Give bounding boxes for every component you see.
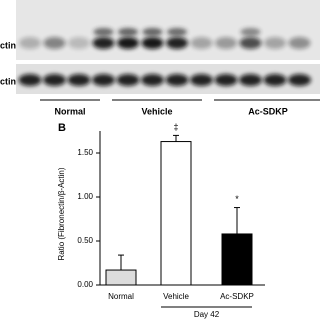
- blot-row-label: ctin: [0, 40, 16, 50]
- group-label: Normal: [54, 106, 85, 116]
- blot-band: [43, 37, 66, 49]
- blot-lanes: [18, 28, 311, 86]
- blot-band: [18, 74, 42, 86]
- blot-band: [166, 37, 188, 49]
- y-tick-label: 1.50: [77, 148, 93, 157]
- blot-band: [263, 74, 287, 86]
- blot-band: [92, 37, 115, 49]
- y-tick-label: 0.50: [77, 236, 93, 245]
- blot-band: [67, 74, 91, 86]
- group-label: Vehicle: [141, 106, 172, 116]
- blot-band: [215, 37, 237, 49]
- y-tick-label: 0.00: [77, 280, 93, 289]
- annotation: ‡: [173, 122, 178, 132]
- blot-band: [68, 37, 90, 49]
- blot-band: [240, 28, 261, 36]
- blot-band: [93, 28, 114, 36]
- blot-band: [117, 37, 139, 49]
- blot-band: [43, 74, 66, 86]
- blot-band: [239, 37, 262, 49]
- blot-band: [142, 28, 163, 36]
- annotation: *: [235, 194, 239, 204]
- panel-label: B: [58, 122, 66, 134]
- x-tick-label: Vehicle: [163, 292, 189, 301]
- blot-band: [239, 74, 262, 86]
- blot-band: [190, 37, 213, 49]
- blot-band: [19, 37, 41, 49]
- blot-row-label: ctin: [0, 76, 16, 86]
- bar: [221, 233, 253, 286]
- blot-band: [214, 74, 238, 86]
- y-axis-label: Ratio (Fibronectin/β-Actin): [57, 167, 66, 260]
- x-tick-label: Normal: [108, 292, 134, 301]
- blot-band: [141, 37, 164, 49]
- blot-background: [16, 0, 320, 60]
- blot-band: [288, 74, 311, 86]
- blot-band: [167, 28, 187, 36]
- blot-band: [264, 37, 286, 49]
- blot-band: [92, 74, 115, 86]
- blot-band: [141, 74, 164, 86]
- blot-band: [118, 28, 138, 36]
- x-axis-label: Day 42: [194, 310, 220, 319]
- blot-band: [190, 74, 213, 86]
- blot-band: [116, 74, 140, 86]
- blot-band: [165, 74, 189, 86]
- plot: 0.00 0.50 1.00 1.50 Normal Vehicle Ac-SDKP ‡ * Da…: [77, 122, 265, 319]
- bar: [105, 269, 137, 286]
- group-label: Ac-SDKP: [248, 106, 288, 116]
- y-tick-label: 1.00: [77, 192, 93, 201]
- x-tick-label: Ac-SDKP: [220, 292, 254, 301]
- blot-band: [288, 37, 311, 49]
- bar: [160, 141, 192, 286]
